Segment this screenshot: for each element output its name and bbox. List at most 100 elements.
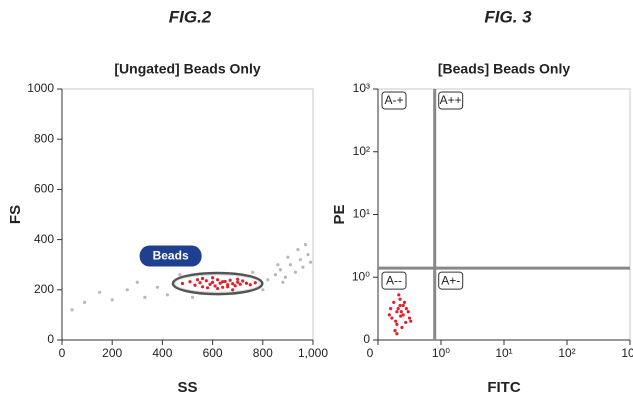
point [216,286,220,291]
quadrant-label-box [381,271,407,290]
y-tick-label: 1000 [27,81,54,95]
point [296,248,300,252]
point [396,307,400,311]
point [308,260,313,264]
x-tick-label: 0 [59,346,66,360]
point [221,285,225,289]
point [398,297,402,301]
point [241,279,245,283]
point [399,314,403,318]
point [135,280,139,284]
point [303,243,308,247]
point [251,270,255,274]
point [293,270,298,274]
point [301,265,305,269]
point [200,285,205,289]
y-tick-label: 0 [363,332,370,346]
point [395,310,399,314]
point [273,273,277,277]
point [198,281,202,285]
point [390,316,394,320]
point [387,313,391,317]
point [407,316,412,320]
point [188,280,192,284]
point [155,285,159,289]
y-tick-label: 10³ [353,81,370,95]
quadrant-label: A+- [441,273,460,287]
gate [171,271,264,296]
quadrant-label-box [438,271,464,290]
quadrant-label: A++ [440,93,462,107]
point [238,282,242,286]
point [394,319,398,323]
point [180,281,185,286]
point [231,282,235,286]
y-tick-label: 800 [34,131,54,145]
x-tick-label: 10² [558,346,575,360]
gate-label: Beads [153,249,189,263]
point [211,280,215,284]
point [253,281,257,285]
x-tick-label: 800 [253,346,273,360]
point [70,308,74,312]
point [125,288,129,292]
gate-label-box [139,245,202,267]
point [409,319,413,323]
y-tick-label: 200 [34,282,54,296]
point [397,293,401,297]
quadrant-label: A-+ [384,93,403,107]
point [399,310,403,314]
figure-label: FIG. 3 [484,7,532,26]
point [233,284,237,288]
chart-title: [Beads] Beads Only [438,61,570,77]
point [190,295,195,299]
point [402,300,407,304]
point [276,263,280,267]
y-tick-label: 0 [47,332,54,346]
point [231,288,235,292]
point [398,303,402,308]
point [306,253,310,257]
point [143,295,147,299]
point [244,281,249,285]
point [404,307,408,311]
point [401,313,405,317]
point [213,284,217,288]
plot-frame [61,88,314,341]
x-tick-label: 400 [152,346,172,360]
plot-frame [377,88,631,341]
point [278,268,282,272]
point [401,303,405,308]
point [393,328,397,333]
point [288,263,293,267]
point [406,310,410,314]
quadrant-label: A-- [386,273,402,287]
point [211,276,215,280]
point [395,322,399,326]
point [204,279,208,283]
point [281,280,285,284]
point [266,278,270,282]
point [205,286,210,290]
point [200,276,205,281]
point [165,293,170,297]
point [261,288,265,292]
x-axis-label: FITC [487,379,520,396]
gate-inner [174,274,261,293]
point [298,258,303,262]
y-tick-label: 10¹ [353,207,370,221]
point [395,332,399,336]
point [216,278,220,282]
y-tick-label: 400 [34,232,54,246]
point [228,278,232,282]
point [110,298,114,302]
point [286,255,290,259]
point [178,273,182,277]
point [236,277,240,281]
figure-label: FIG.2 [169,7,212,26]
x-tick-label: 200 [102,346,122,360]
point [221,280,225,284]
y-axis-label: PE [331,204,348,224]
